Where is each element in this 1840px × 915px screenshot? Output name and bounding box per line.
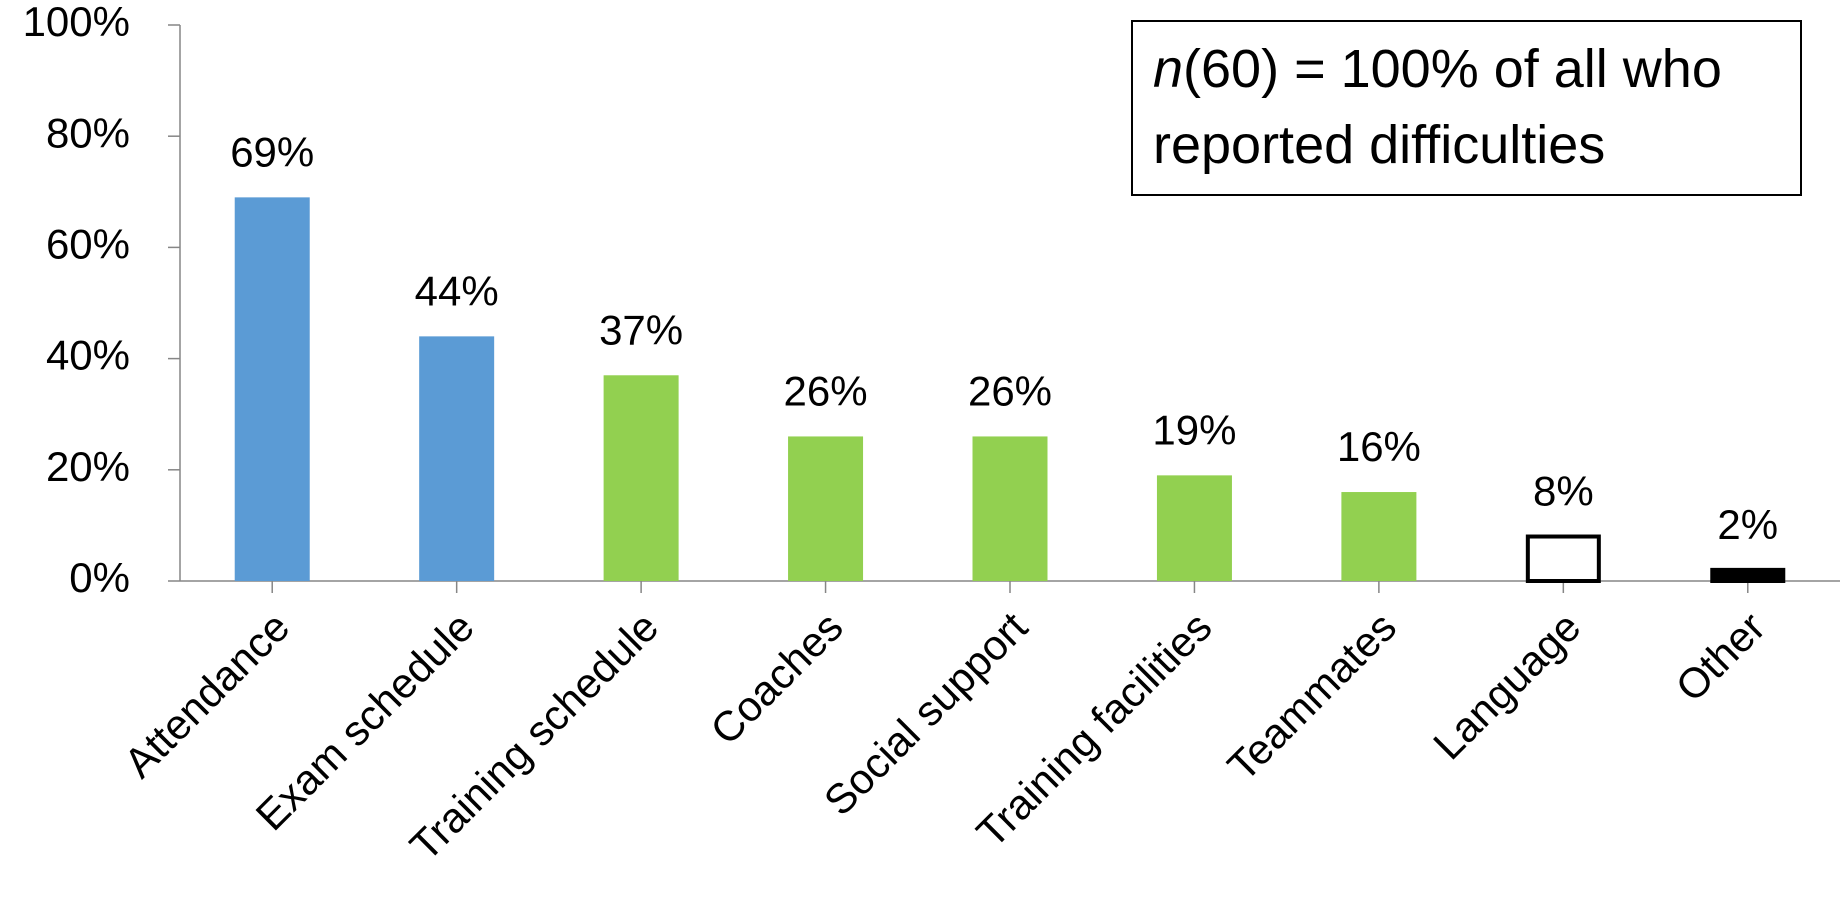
- data-label: 19%: [1152, 406, 1236, 453]
- x-tick-label: Coaches: [701, 603, 851, 753]
- data-label: 69%: [230, 128, 314, 175]
- annotation-text: reported difficulties: [1153, 115, 1605, 175]
- x-tick-label: Language: [1424, 603, 1589, 768]
- x-tick-label: Other: [1666, 603, 1774, 711]
- bar: [1525, 534, 1601, 584]
- bar: [788, 436, 864, 581]
- y-tick-label: 100%: [23, 0, 130, 45]
- data-label: 26%: [784, 368, 868, 415]
- bar: [1341, 492, 1417, 581]
- y-tick-label: 60%: [46, 220, 130, 267]
- data-label: 8%: [1533, 468, 1594, 515]
- bar: [972, 436, 1048, 581]
- bar: [603, 375, 679, 581]
- annotation-text: n(60) = 100% of all who: [1153, 39, 1722, 99]
- annotation-part: n: [1153, 39, 1183, 99]
- y-tick-label: 0%: [69, 554, 130, 601]
- x-tick-label: Attendance: [115, 603, 299, 787]
- y-tick-label: 80%: [46, 109, 130, 156]
- data-label: 44%: [415, 267, 499, 314]
- bar: [419, 336, 495, 581]
- data-label: 16%: [1337, 423, 1421, 470]
- annotation-part: (60) = 100% of all who: [1183, 39, 1722, 99]
- x-tick-label: Teammates: [1218, 603, 1405, 790]
- bar: [1710, 567, 1786, 584]
- data-label: 37%: [599, 306, 683, 353]
- y-tick-label: 20%: [46, 443, 130, 490]
- annotation-part: reported difficulties: [1153, 115, 1605, 175]
- y-tick-label: 40%: [46, 332, 130, 379]
- bar: [234, 197, 310, 582]
- data-label: 2%: [1717, 501, 1778, 548]
- bar: [1156, 475, 1232, 581]
- annotation-box: [1131, 20, 1802, 196]
- data-label: 26%: [968, 368, 1052, 415]
